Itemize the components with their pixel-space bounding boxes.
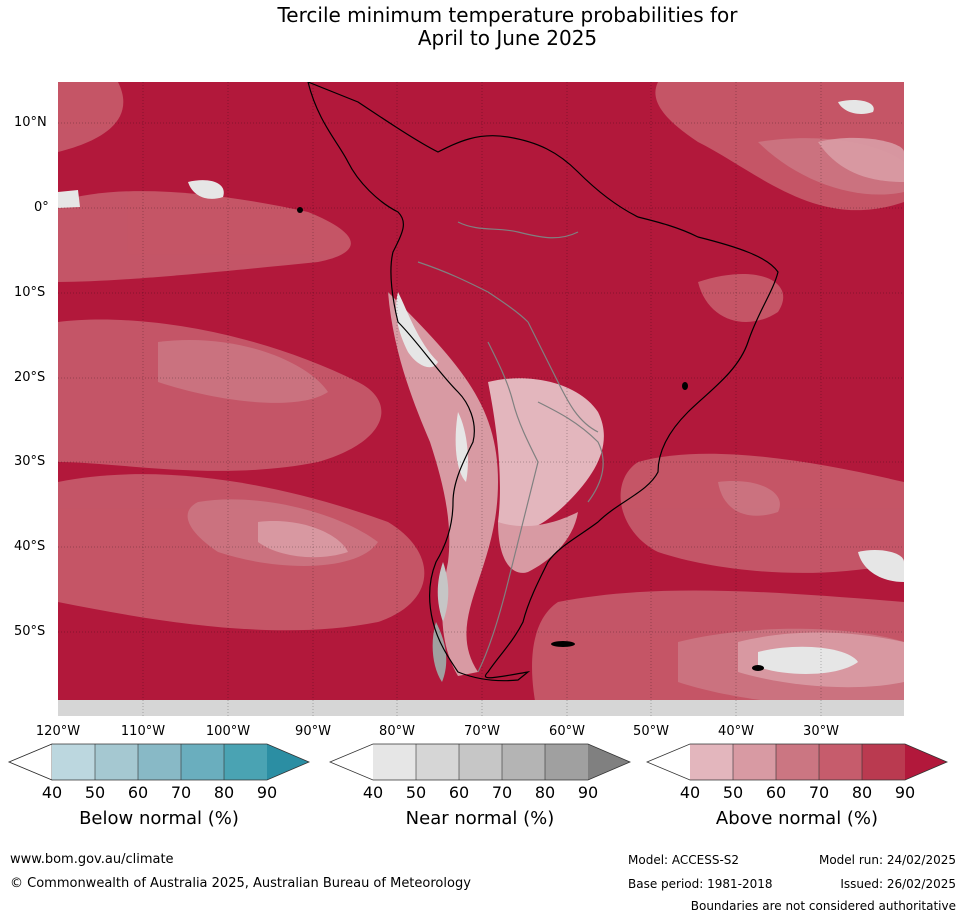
lon-label-60w: 60°W [549, 724, 585, 739]
legend-label-below-normal: Below normal (%) [79, 808, 239, 829]
cbar-above-swatch-3 [776, 744, 819, 780]
cbar-below-tick: 80 [213, 783, 235, 802]
lon-label-40w: 40°W [718, 724, 754, 739]
lon-label-30w: 30°W [803, 724, 839, 739]
cbar-near-swatch-2 [416, 744, 459, 780]
legend-label-above-normal: Above normal (%) [715, 808, 879, 829]
cbar-above-swatch-4 [819, 744, 862, 780]
cbar-above-tick: 70 [808, 783, 830, 802]
footer-base-period: Base period: 1981-2018 [628, 877, 773, 891]
cbar-above-tick: 60 [765, 783, 787, 802]
cbar-above-swatch-0 [647, 744, 690, 780]
south-america-coastline [307, 82, 779, 682]
lon-label-50w: 50°W [633, 724, 669, 739]
cbar-below-swatch-6 [267, 744, 309, 780]
colorbar-near-normal [329, 743, 631, 781]
country-borders [417, 221, 604, 673]
lat-label-0: 0° [34, 200, 49, 215]
cbar-near-tick: 40 [362, 783, 384, 802]
cbar-below-tick: 70 [170, 783, 192, 802]
cbar-above-tick: 90 [894, 783, 916, 802]
lat-label-40s: 40°S [14, 539, 46, 554]
islands [297, 207, 764, 671]
cbar-above-swatch-5 [862, 744, 905, 780]
cbar-below-swatch-0 [8, 743, 53, 781]
cbar-near-tick: 60 [448, 783, 470, 802]
cbar-near-swatch-1 [373, 744, 416, 780]
title-line-1: Tercile minimum temperature probabilitie… [277, 3, 738, 27]
cbar-near-swatch-3 [459, 744, 502, 780]
cbar-above-tick: 80 [851, 783, 873, 802]
cbar-near-swatch-4 [502, 744, 545, 780]
legend-label-near-normal: Near normal (%) [405, 808, 555, 829]
footer-copyright: © Commonwealth of Australia 2025, Austra… [10, 876, 471, 891]
footer-model: Model: ACCESS-S2 [628, 853, 740, 867]
lat-label-30s: 30°S [14, 454, 46, 469]
cbar-above-swatch-6 [905, 744, 947, 780]
lon-label-80w: 80°W [379, 724, 415, 739]
cbar-above-tick: 40 [679, 783, 701, 802]
graticule [58, 82, 904, 716]
cbar-below-tick: 90 [256, 783, 278, 802]
title-line-2: April to June 2025 [417, 26, 598, 50]
cbar-near-tick: 80 [534, 783, 556, 802]
lon-label-120w: 120°W [35, 724, 81, 739]
lon-label-110w: 110°W [120, 724, 166, 739]
footer-website: www.bom.gov.au/climate [10, 852, 174, 867]
cbar-near-swatch-6 [588, 744, 630, 780]
cbar-below-swatch-5 [224, 744, 267, 780]
footer-model-run: Model run: 24/02/2025 [818, 853, 956, 867]
lat-label-10n: 10°N [14, 115, 47, 130]
cbar-below-swatch-2 [95, 744, 138, 780]
cbar-below-swatch-3 [138, 744, 181, 780]
cbar-near-tick: 70 [491, 783, 513, 802]
cbar-near-swatch-5 [545, 744, 588, 780]
chart-title: Tercile minimum temperature probabilitie… [0, 4, 965, 50]
lon-label-90w: 90°W [295, 724, 331, 739]
lat-label-10s: 10°S [14, 285, 46, 300]
cbar-below-tick: 50 [84, 783, 106, 802]
probability-map [58, 82, 904, 716]
cbar-near-swatch-0 [330, 744, 373, 780]
lon-label-100w: 100°W [205, 724, 251, 739]
lon-label-70w: 70°W [464, 724, 500, 739]
cbar-above-swatch-1 [690, 744, 733, 780]
cbar-near-tick: 50 [405, 783, 427, 802]
colorbar-below-normal [8, 743, 310, 781]
cbar-below-swatch-4 [181, 744, 224, 780]
near-normal-zones [58, 100, 904, 716]
cbar-above-swatch-2 [733, 744, 776, 780]
cbar-below-tick: 60 [127, 783, 149, 802]
cbar-above-tick: 50 [722, 783, 744, 802]
colorbar-above-normal [646, 743, 948, 781]
cbar-near-tick: 90 [577, 783, 599, 802]
map-canvas [58, 82, 904, 716]
footer-disclaimer: Boundaries are not considered authoritat… [690, 899, 956, 913]
lat-label-20s: 20°S [14, 370, 46, 385]
footer-issued: Issued: 26/02/2025 [840, 877, 956, 891]
cbar-below-swatch-1 [52, 744, 95, 780]
lat-label-50s: 50°S [14, 624, 46, 639]
cbar-below-tick: 40 [41, 783, 63, 802]
